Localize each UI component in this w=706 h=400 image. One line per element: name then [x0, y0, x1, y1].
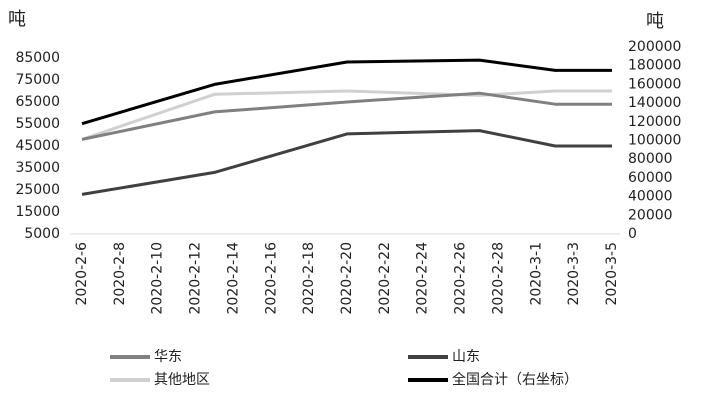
x-tick-label: 2020-2-18	[301, 242, 317, 314]
y2-tick-label: 120000	[628, 114, 681, 130]
x-tick-label: 2020-2-6	[74, 242, 90, 306]
series-line	[81, 91, 612, 141]
x-tick-label: 2020-2-14	[225, 242, 241, 315]
y2-tick-label: 200000	[628, 39, 681, 55]
y2-tick-label: 40000	[628, 189, 673, 205]
x-tick-label: 2020-2-26	[453, 242, 469, 315]
y2-unit: 吨	[646, 11, 664, 32]
x-tick-label: 2020-2-20	[339, 242, 355, 314]
x-tick-label: 2020-3-1	[528, 242, 544, 306]
y2-tick-label: 60000	[628, 170, 673, 186]
y-tick-label: 55000	[15, 116, 60, 132]
y2-tick-label: 140000	[628, 95, 681, 111]
y-tick-label: 45000	[15, 138, 60, 154]
y-tick-label: 35000	[15, 160, 60, 176]
y-tick-label: 15000	[15, 204, 60, 220]
x-tick-label: 2020-2-16	[263, 242, 279, 315]
x-tick-label: 2020-2-28	[490, 242, 506, 314]
series-line	[81, 89, 612, 141]
y-tick-label: 5000	[24, 226, 60, 242]
legend-label: 华东	[154, 349, 182, 365]
y2-tick-label: 100000	[628, 133, 681, 149]
series-line	[81, 129, 612, 196]
y-tick-label: 75000	[15, 72, 60, 88]
x-tick-label: 2020-2-22	[377, 242, 393, 314]
x-tick-label: 2020-3-3	[566, 242, 582, 306]
y-tick-label: 85000	[15, 50, 60, 66]
y-tick-label: 25000	[15, 182, 60, 198]
series-line	[81, 58, 612, 126]
y2-tick-label: 0	[628, 226, 637, 242]
legend-label: 全国合计（右坐标）	[452, 371, 578, 388]
y2-tick-label: 160000	[628, 76, 681, 92]
x-tick-label: 2020-3-5	[604, 242, 620, 306]
x-tick-label: 2020-2-24	[415, 242, 431, 315]
y-tick-label: 65000	[15, 94, 60, 110]
y2-tick-label: 180000	[628, 58, 681, 74]
y2-tick-label: 80000	[628, 151, 673, 167]
x-tick-label: 2020-2-8	[112, 242, 128, 306]
x-tick-label: 2020-2-12	[188, 242, 204, 314]
x-tick-label: 2020-2-10	[150, 242, 166, 314]
legend-label: 山东	[452, 349, 480, 365]
y2-tick-label: 20000	[628, 207, 673, 223]
legend-label: 其他地区	[154, 372, 210, 388]
y-unit: 吨	[8, 9, 26, 30]
